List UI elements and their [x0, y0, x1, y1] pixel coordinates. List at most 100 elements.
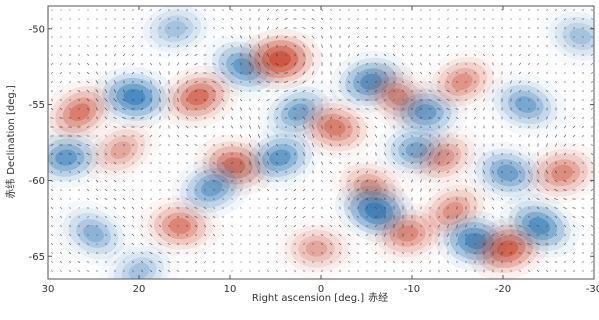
- polarization-vector: [77, 81, 81, 83]
- polarization-vector: [330, 269, 332, 273]
- polarization-vector: [510, 62, 512, 66]
- polarization-vector: [123, 162, 125, 164]
- polarization-vector: [446, 171, 450, 173]
- polarization-vector: [68, 270, 72, 272]
- polarization-vector: [141, 35, 143, 39]
- polarization-vector: [140, 116, 144, 120]
- polarization-vector: [312, 125, 314, 129]
- polarization-vector: [123, 26, 125, 30]
- polarization-vector: [185, 80, 189, 84]
- polarization-vector: [321, 44, 323, 48]
- polarization-vector: [275, 107, 279, 111]
- polarization-vector: [482, 36, 486, 38]
- polarization-vector: [113, 206, 117, 210]
- polarization-vector: [122, 126, 126, 128]
- polarization-vector: [222, 27, 224, 29]
- polarization-vector: [249, 90, 251, 92]
- polarization-vector: [77, 261, 81, 263]
- polarization-vector: [339, 71, 341, 75]
- polarization-vector: [411, 188, 413, 192]
- polarization-vector: [284, 9, 288, 11]
- polarization-vector: [356, 225, 360, 227]
- polarization-vector: [231, 63, 233, 65]
- polarization-vector: [194, 9, 198, 11]
- polarization-vector: [203, 171, 207, 173]
- polarization-vector: [140, 135, 144, 137]
- polarization-vector: [591, 54, 593, 56]
- polarization-vector: [131, 206, 135, 210]
- polarization-vector: [68, 153, 72, 155]
- polarization-vector: [240, 170, 242, 174]
- polarization-vector: [456, 9, 458, 11]
- polarization-vector: [168, 53, 170, 57]
- polarization-vector: [347, 171, 351, 173]
- polarization-vector: [257, 62, 261, 66]
- polarization-vector: [276, 251, 278, 255]
- polarization-vector: [384, 270, 386, 272]
- polarization-vector: [546, 134, 548, 138]
- polarization-vector: [311, 9, 315, 11]
- polarization-vector: [375, 207, 377, 209]
- polarization-vector: [419, 161, 423, 165]
- polarization-vector: [186, 171, 188, 173]
- polarization-vector: [455, 99, 459, 101]
- polarization-vector: [528, 62, 530, 66]
- polarization-vector: [519, 53, 521, 57]
- polarization-vector: [123, 270, 125, 272]
- polarization-vector: [141, 197, 143, 201]
- polarization-vector: [51, 27, 53, 29]
- polarization-vector: [266, 143, 270, 147]
- polarization-vector: [105, 35, 107, 39]
- polarization-vector: [419, 71, 423, 75]
- polarization-vector: [140, 54, 144, 56]
- polarization-vector: [456, 188, 458, 192]
- polarization-vector: [312, 53, 314, 57]
- polarization-vector: [50, 144, 54, 146]
- polarization-vector: [258, 270, 260, 272]
- polarization-vector: [104, 89, 108, 93]
- polarization-vector: [230, 89, 234, 93]
- polarization-vector: [159, 153, 161, 155]
- polarization-vector: [195, 233, 197, 237]
- polarization-vector: [194, 117, 198, 119]
- polarization-vector: [365, 63, 369, 65]
- polarization-vector: [231, 17, 233, 21]
- polarization-vector: [393, 260, 395, 264]
- x-tick-label: -20: [495, 284, 511, 295]
- polarization-vector: [411, 135, 413, 137]
- polarization-vector: [402, 53, 404, 57]
- polarization-vector: [303, 261, 305, 263]
- polarization-vector: [267, 251, 269, 255]
- polarization-vector: [392, 143, 396, 147]
- polarization-vector: [384, 89, 386, 93]
- polarization-vector: [554, 243, 558, 245]
- polarization-vector: [150, 8, 152, 12]
- polarization-vector: [564, 152, 566, 156]
- polarization-vector: [231, 243, 233, 245]
- polarization-vector: [185, 45, 189, 47]
- polarization-vector: [149, 233, 153, 237]
- polarization-vector: [455, 45, 459, 47]
- polarization-vector: [537, 116, 539, 120]
- polarization-vector: [185, 134, 189, 138]
- polarization-vector: [86, 144, 90, 146]
- polarization-vector: [456, 125, 458, 129]
- polarization-vector: [356, 243, 360, 245]
- polarization-vector: [446, 116, 450, 120]
- polarization-vector: [122, 189, 126, 191]
- polarization-vector: [536, 72, 540, 74]
- polarization-vector: [203, 90, 207, 92]
- polarization-vector: [447, 224, 449, 228]
- polarization-vector: [374, 179, 378, 183]
- polarization-vector: [365, 170, 369, 174]
- polarization-vector: [455, 36, 459, 38]
- polarization-vector: [230, 107, 234, 111]
- polarization-vector: [123, 153, 125, 155]
- polarization-vector: [267, 134, 269, 138]
- polarization-vector: [240, 252, 242, 254]
- polarization-vector: [563, 125, 567, 129]
- polarization-vector: [330, 80, 332, 84]
- polarization-vector: [572, 125, 576, 129]
- polarization-vector: [546, 116, 548, 120]
- polarization-vector: [320, 243, 324, 245]
